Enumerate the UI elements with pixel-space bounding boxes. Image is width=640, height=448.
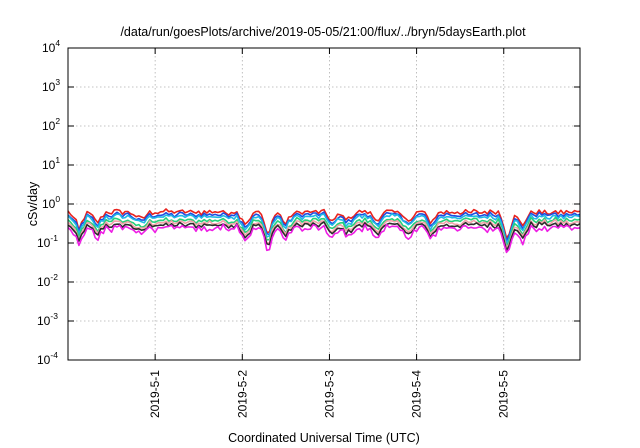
y-tick-label: 10-1 (37, 233, 58, 250)
y-tick-label: 102 (42, 116, 60, 133)
y-tick-label: 10-4 (37, 350, 58, 367)
y-tick-label: 104 (42, 38, 60, 55)
y-tick-label: 10-3 (37, 311, 58, 328)
x-tick-label: 2019-5-1 (148, 370, 162, 418)
series-line (67, 208, 581, 239)
y-tick-label: 10-2 (37, 272, 58, 289)
grid (68, 48, 580, 360)
y-tick-label: 101 (42, 155, 60, 172)
x-tick-label: 2019-5-3 (322, 370, 336, 418)
series-line (67, 221, 581, 252)
x-axis-ticks: 2019-5-1 2019-5-2 2019-5-3 2019-5-4 2019-5-5 (148, 48, 511, 418)
x-tick-label: 2019-5-4 (410, 370, 424, 418)
series-layer (67, 208, 581, 254)
series-line (67, 219, 581, 249)
y-tick-label: 103 (42, 77, 60, 94)
series-line (67, 223, 581, 254)
y-axis-ticks: 10-4 10-3 10-2 10-1 100 101 102 103 104 (37, 38, 580, 367)
series-line (67, 211, 581, 242)
y-tick-label: 100 (42, 194, 60, 211)
series-line (67, 216, 581, 248)
y-axis-label: cSv/day (26, 181, 40, 226)
x-axis-label: Coordinated Universal Time (UTC) (228, 431, 420, 445)
x-tick-label: 2019-5-5 (497, 370, 511, 418)
chart-title: /data/run/goesPlots/archive/2019-05-05/2… (120, 25, 526, 39)
series-line (67, 212, 581, 245)
x-tick-label: 2019-5-2 (235, 370, 249, 418)
